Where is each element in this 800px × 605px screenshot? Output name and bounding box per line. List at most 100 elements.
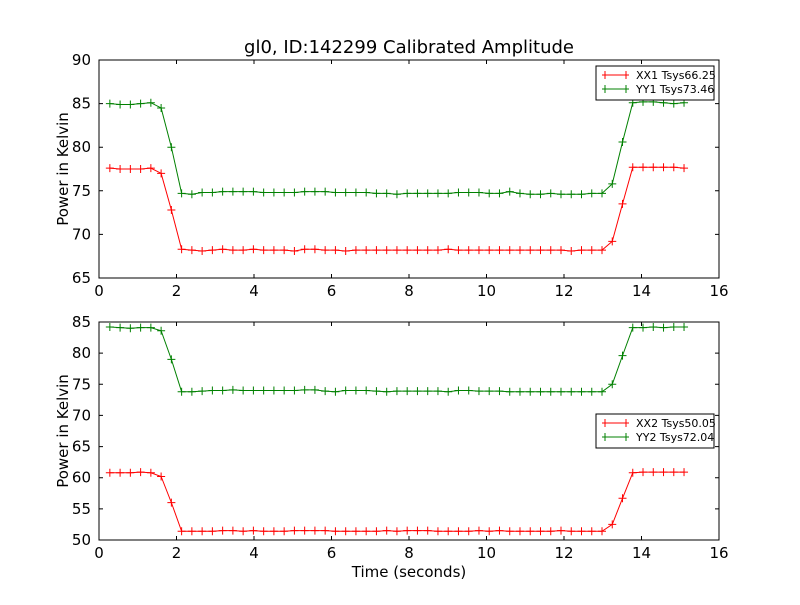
data-point-marker (116, 165, 125, 173)
data-point-marker (362, 246, 371, 255)
data-point-marker (454, 527, 463, 536)
legend-label: XX1 Tsys66.25 (636, 69, 716, 82)
data-point-marker (556, 387, 565, 396)
data-point-marker (351, 527, 360, 536)
data-point-marker (269, 188, 278, 197)
data-point-marker (403, 526, 412, 535)
data-point-marker (618, 137, 627, 146)
data-point-marker (669, 99, 678, 108)
data-point-marker (444, 527, 453, 536)
x-tick-label: 14 (632, 282, 651, 300)
data-point-marker (362, 188, 371, 197)
data-point-marker (464, 246, 473, 255)
data-point-marker (680, 468, 689, 477)
data-point-marker (618, 494, 627, 503)
data-point-marker (598, 387, 607, 396)
data-point-marker (659, 323, 668, 332)
data-point-marker (321, 187, 330, 196)
series-line-XX1 (109, 166, 685, 252)
y-axis-label: Power in Kelvin (54, 374, 72, 488)
data-point-marker (351, 188, 360, 197)
data-point-marker (382, 387, 391, 396)
data-point-marker (618, 199, 627, 208)
data-point-marker (280, 386, 289, 395)
data-point-marker (116, 468, 125, 477)
data-point-marker (157, 472, 166, 481)
data-point-marker (485, 189, 494, 198)
data-point-marker (433, 527, 442, 536)
legend-label: YY1 Tsys73.46 (635, 83, 714, 96)
data-point-marker (618, 351, 627, 360)
data-point-marker (331, 387, 340, 396)
data-point-marker (392, 246, 401, 255)
x-tick-label: 8 (404, 282, 414, 300)
data-point-marker (433, 387, 442, 396)
data-point-marker (126, 324, 135, 333)
data-point-marker (587, 246, 596, 255)
data-point-marker (136, 165, 145, 173)
data-point-marker (577, 387, 586, 396)
data-point-marker (639, 468, 648, 477)
x-tick-label: 10 (477, 282, 496, 300)
data-point-marker (598, 527, 607, 536)
data-point-marker (546, 189, 555, 198)
data-point-marker (556, 246, 565, 255)
data-point-marker (464, 188, 473, 197)
axes-1: gl0, ID:142299 Calibrated Amplitude 0 2 4 6 8… (54, 37, 729, 300)
y-tick-label: 90 (72, 51, 91, 69)
data-point-marker (310, 526, 319, 535)
data-point-marker (310, 245, 319, 254)
data-point-marker (413, 189, 422, 198)
data-point-marker (515, 387, 524, 396)
data-point-marker (567, 246, 576, 255)
data-point-marker (157, 103, 166, 112)
legend-label: XX2 Tsys50.05 (636, 417, 716, 430)
data-point-marker (454, 386, 463, 395)
data-point-marker (536, 190, 545, 199)
data-point-marker (259, 386, 268, 395)
data-point-marker (167, 205, 176, 214)
data-point-marker (546, 527, 555, 536)
data-point-marker (413, 246, 422, 255)
x-tick-label: 6 (327, 544, 337, 562)
data-point-marker (639, 163, 648, 172)
data-point-marker (105, 99, 114, 108)
data-point-marker (433, 189, 442, 198)
data-point-marker (577, 246, 586, 255)
data-point-marker (321, 526, 330, 535)
data-point-marker (146, 468, 155, 477)
data-point-marker (218, 526, 227, 535)
data-point-marker (105, 322, 114, 331)
data-point-marker (208, 246, 217, 255)
data-point-marker (464, 527, 473, 536)
data-point-marker (515, 189, 524, 198)
data-point-marker (157, 326, 166, 335)
data-point-marker (105, 164, 114, 173)
x-tick-label: 16 (709, 544, 728, 562)
x-tick-label: 10 (477, 544, 496, 562)
data-point-marker (208, 188, 217, 197)
data-point-marker (526, 246, 535, 255)
x-tick-label: 6 (327, 282, 337, 300)
data-point-marker (136, 468, 145, 477)
data-point-marker (351, 386, 360, 395)
data-point-marker (198, 246, 207, 255)
data-point-marker (639, 323, 648, 332)
data-point-marker (321, 246, 330, 255)
data-point-marker (239, 386, 248, 395)
data-point-marker (239, 527, 248, 536)
data-point-marker (146, 164, 155, 173)
data-point-marker (239, 246, 248, 255)
data-point-marker (269, 386, 278, 395)
data-point-marker (567, 527, 576, 536)
y-tick-label: 75 (72, 182, 91, 200)
y-tick-label: 55 (72, 500, 91, 518)
data-point-marker (228, 526, 237, 535)
data-point-marker (146, 98, 155, 107)
data-point-marker (474, 387, 483, 396)
data-point-marker (485, 527, 494, 536)
data-point-marker (136, 99, 145, 108)
data-point-marker (628, 468, 637, 477)
data-point-marker (526, 387, 535, 396)
